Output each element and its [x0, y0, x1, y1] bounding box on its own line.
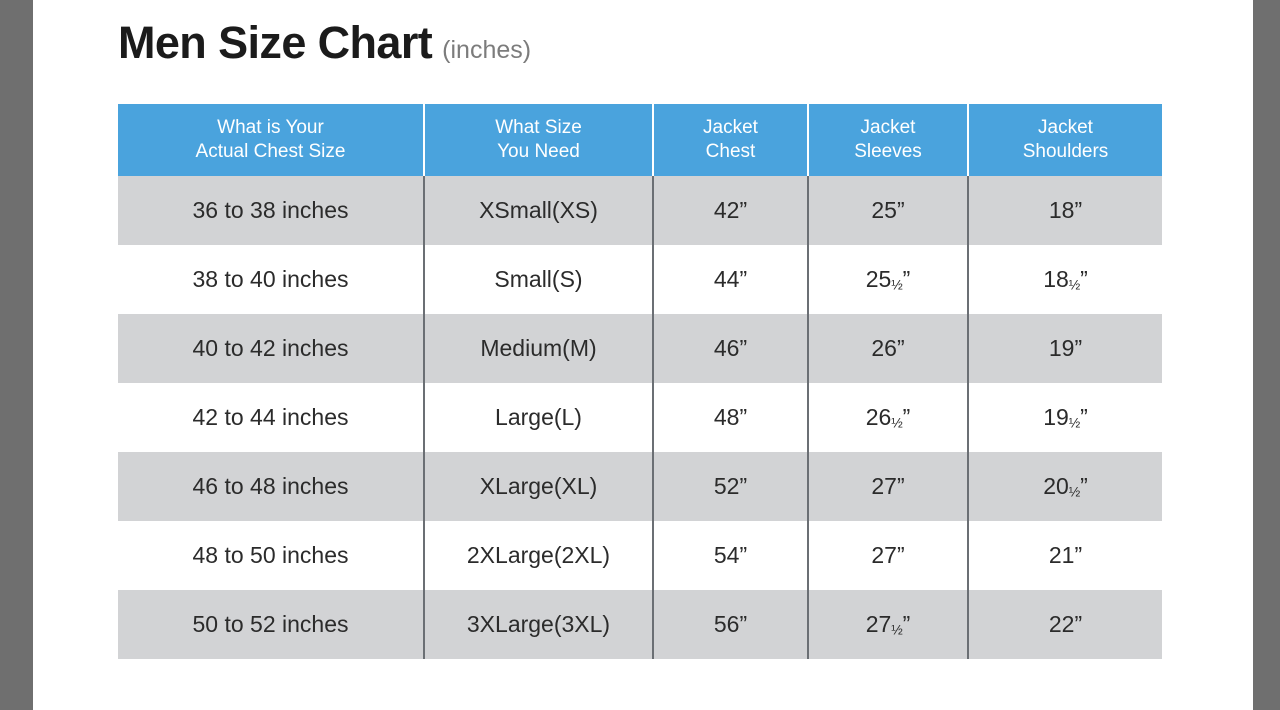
cell-jacket-chest: 46” — [653, 314, 809, 383]
column-header-jacket-shoulders: Jacket Shoulders — [968, 104, 1162, 176]
page-title: Men Size Chart (inches) — [118, 20, 531, 65]
cell-actual-chest-size: 40 to 42 inches — [118, 314, 425, 383]
column-header-line1: What Size — [495, 116, 582, 138]
cell-jacket-chest: 44” — [653, 245, 809, 314]
cell-jacket-sleeves: 25½” — [808, 245, 969, 314]
cell-jacket-sleeves: 26½” — [808, 383, 969, 452]
cell-size-you-need: XSmall(XS) — [424, 176, 654, 245]
cell-actual-chest-size: 36 to 38 inches — [118, 176, 425, 245]
men-size-chart-table: What is Your Actual Chest Size What Size… — [118, 104, 1162, 659]
table-row: 50 to 52 inches 3XLarge(3XL) 56” 27½” 22… — [118, 590, 1162, 659]
page-title-unit: (inches) — [442, 36, 532, 64]
table-row: 46 to 48 inches XLarge(XL) 52” 27” 20½” — [118, 452, 1162, 521]
cell-jacket-sleeves: 27” — [808, 452, 969, 521]
column-header-line1: Jacket — [703, 116, 758, 138]
right-letterbox-band — [1253, 0, 1280, 710]
cell-jacket-shoulders: 20½” — [968, 452, 1162, 521]
column-header-line2: Actual Chest Size — [195, 141, 346, 162]
cell-actual-chest-size: 46 to 48 inches — [118, 452, 425, 521]
cell-jacket-shoulders: 19” — [968, 314, 1162, 383]
column-header-line2: Sleeves — [854, 141, 922, 162]
cell-jacket-shoulders: 19½” — [968, 383, 1162, 452]
table-header-row: What is Your Actual Chest Size What Size… — [118, 104, 1162, 176]
column-header-line1: Jacket — [860, 116, 916, 138]
cell-size-you-need: XLarge(XL) — [424, 452, 654, 521]
cell-actual-chest-size: 48 to 50 inches — [118, 521, 425, 590]
page-title-main: Men Size Chart — [118, 17, 433, 68]
column-header-line1: What is Your — [217, 116, 324, 138]
cell-jacket-sleeves: 26” — [808, 314, 969, 383]
table-row: 40 to 42 inches Medium(M) 46” 26” 19” — [118, 314, 1162, 383]
table-row: 38 to 40 inches Small(S) 44” 25½” 18½” — [118, 245, 1162, 314]
cell-jacket-shoulders: 22” — [968, 590, 1162, 659]
cell-jacket-chest: 42” — [653, 176, 809, 245]
column-header-jacket-sleeves: Jacket Sleeves — [808, 104, 969, 176]
cell-actual-chest-size: 38 to 40 inches — [118, 245, 425, 314]
column-header-line2: You Need — [497, 141, 580, 162]
table-body: 36 to 38 inches XSmall(XS) 42” 25” 18” 3… — [118, 176, 1162, 659]
cell-size-you-need: Medium(M) — [424, 314, 654, 383]
column-header-line2: Chest — [705, 141, 756, 162]
column-header-line2: Shoulders — [1022, 141, 1109, 162]
column-header-line1: Jacket — [1038, 116, 1093, 138]
table-row: 48 to 50 inches 2XLarge(2XL) 54” 27” 21” — [118, 521, 1162, 590]
cell-jacket-chest: 56” — [653, 590, 809, 659]
cell-size-you-need: Small(S) — [424, 245, 654, 314]
cell-jacket-chest: 48” — [653, 383, 809, 452]
chart-content-area: Men Size Chart (inches) What is Your Act… — [33, 0, 1253, 710]
cell-jacket-shoulders: 18” — [968, 176, 1162, 245]
table-row: 42 to 44 inches Large(L) 48” 26½” 19½” — [118, 383, 1162, 452]
cell-actual-chest-size: 42 to 44 inches — [118, 383, 425, 452]
table-header: What is Your Actual Chest Size What Size… — [118, 104, 1162, 176]
cell-jacket-chest: 54” — [653, 521, 809, 590]
cell-jacket-sleeves: 27” — [808, 521, 969, 590]
cell-jacket-sleeves: 25” — [808, 176, 969, 245]
left-letterbox-band — [0, 0, 33, 710]
column-header-size-you-need: What Size You Need — [424, 104, 654, 176]
cell-size-you-need: 3XLarge(3XL) — [424, 590, 654, 659]
table-row: 36 to 38 inches XSmall(XS) 42” 25” 18” — [118, 176, 1162, 245]
column-header-actual-chest-size: What is Your Actual Chest Size — [118, 104, 425, 176]
cell-jacket-shoulders: 18½” — [968, 245, 1162, 314]
cell-size-you-need: Large(L) — [424, 383, 654, 452]
cell-jacket-shoulders: 21” — [968, 521, 1162, 590]
cell-jacket-chest: 52” — [653, 452, 809, 521]
cell-size-you-need: 2XLarge(2XL) — [424, 521, 654, 590]
cell-actual-chest-size: 50 to 52 inches — [118, 590, 425, 659]
cell-jacket-sleeves: 27½” — [808, 590, 969, 659]
column-header-jacket-chest: Jacket Chest — [653, 104, 809, 176]
